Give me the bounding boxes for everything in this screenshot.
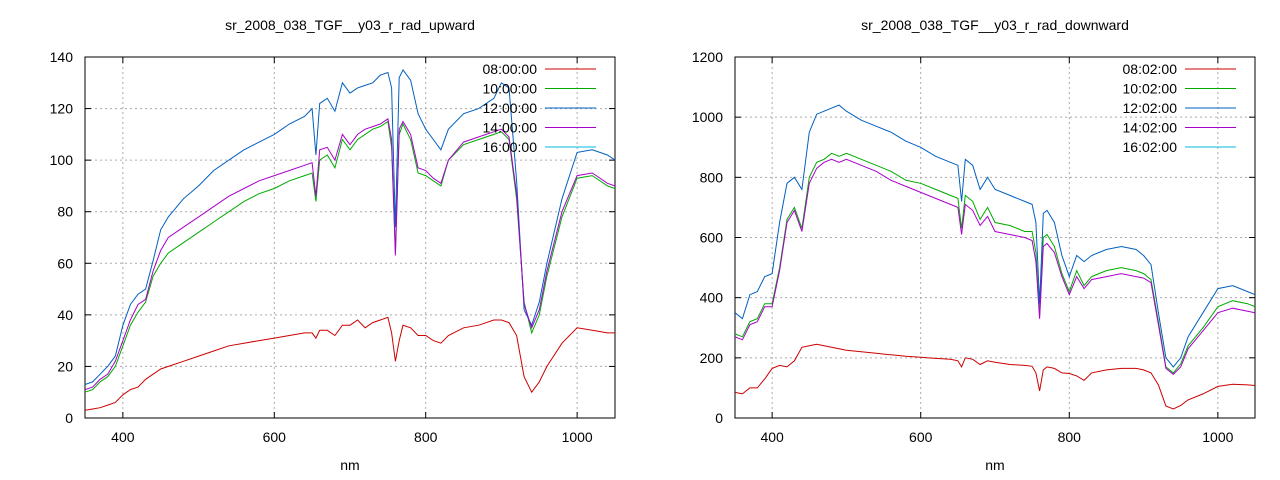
grid (735, 57, 1255, 418)
legend-label: 08:00:00 (483, 61, 538, 77)
legend-label: 08:02:00 (1123, 61, 1178, 77)
y-tick-label: 1200 (692, 49, 723, 65)
legend-label: 12:02:00 (1123, 100, 1178, 116)
chart-title: sr_2008_038_TGF__y03_r_rad_downward (861, 17, 1129, 33)
legend-label: 10:00:00 (483, 81, 538, 97)
y-tick-label: 400 (700, 290, 724, 306)
x-tick-label: 800 (414, 429, 438, 445)
series-line-4 (85, 118, 615, 391)
legend-label: 10:02:00 (1123, 81, 1178, 97)
series-line-3 (735, 104, 1255, 368)
series-line-4 (735, 158, 1255, 376)
y-tick-label: 200 (700, 350, 724, 366)
series-line-2 (735, 152, 1255, 374)
chart-2: sr_2008_038_TGF__y03_r_rad_downward 400 60… (692, 17, 1256, 473)
y-tick-label: 0 (715, 410, 723, 426)
series-line-3 (85, 68, 615, 385)
legend: 08:00:00 10:00:00 12:00:00 14:00:00 16:00:00 (483, 61, 596, 155)
x-tick-label: 600 (263, 429, 287, 445)
x-tick-label: 1000 (1202, 429, 1233, 445)
x-axis-label: nm (985, 457, 1004, 473)
legend-label: 16:00:00 (483, 139, 538, 155)
x-tick-label: 400 (760, 429, 784, 445)
series-line-1 (85, 316, 615, 411)
y-tick-label: 120 (50, 101, 74, 117)
y-tick-label: 60 (57, 255, 73, 271)
x-tick-label: 800 (1058, 429, 1082, 445)
chart-title: sr_2008_038_TGF__y03_r_rad_upward (225, 17, 475, 33)
y-tick-label: 40 (57, 307, 73, 323)
y-tick-label: 80 (57, 204, 73, 220)
y-tick-label: 600 (700, 230, 724, 246)
series-line-1 (735, 343, 1255, 410)
y-tick-label: 800 (700, 169, 724, 185)
y-tick-label: 0 (65, 410, 73, 426)
legend-label: 14:00:00 (483, 120, 538, 136)
legend-label: 16:02:00 (1123, 139, 1178, 155)
x-axis-label: nm (340, 457, 359, 473)
x-tick-label: 400 (111, 429, 135, 445)
x-tick-label: 600 (909, 429, 933, 445)
y-tick-label: 1000 (692, 109, 723, 125)
y-tick-label: 20 (57, 358, 73, 374)
legend: 08:02:00 10:02:00 12:02:00 14:02:00 16:02:00 (1123, 61, 1236, 155)
plot-frame (84, 56, 616, 419)
legend-label: 12:00:00 (483, 100, 538, 116)
legend-label: 14:02:00 (1123, 120, 1178, 136)
y-tick-label: 140 (50, 49, 74, 65)
y-tick-label: 100 (50, 152, 74, 168)
series-line-2 (85, 120, 615, 393)
x-tick-label: 1000 (562, 429, 593, 445)
